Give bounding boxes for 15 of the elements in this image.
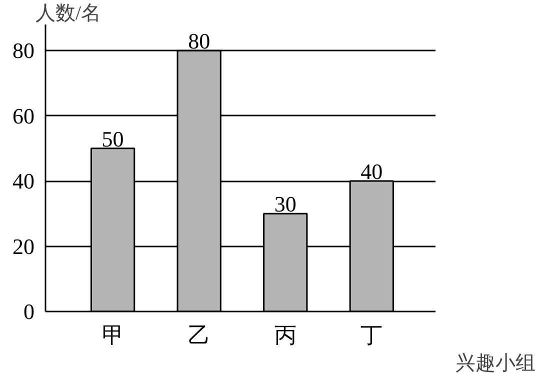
data-label: 30: [274, 192, 296, 217]
data-label: 80: [188, 28, 210, 54]
y-tick-label: 80: [12, 38, 34, 64]
y-tick-label: 0: [24, 299, 34, 324]
data-label: 40: [360, 159, 383, 184]
x-axis-title: 兴趣小组: [456, 352, 536, 374]
x-tick-label: 甲: [102, 322, 124, 348]
y-tick-label: 20: [12, 234, 34, 259]
x-tick-label: 乙: [188, 322, 210, 348]
x-tick-label: 丁: [360, 322, 383, 348]
y-axis-title: 人数/名: [36, 2, 102, 24]
y-tick-label: 60: [12, 103, 34, 128]
data-label: 50: [102, 126, 124, 152]
x-tick-label: 丙: [274, 322, 296, 348]
y-tick-label: 40: [12, 168, 34, 194]
